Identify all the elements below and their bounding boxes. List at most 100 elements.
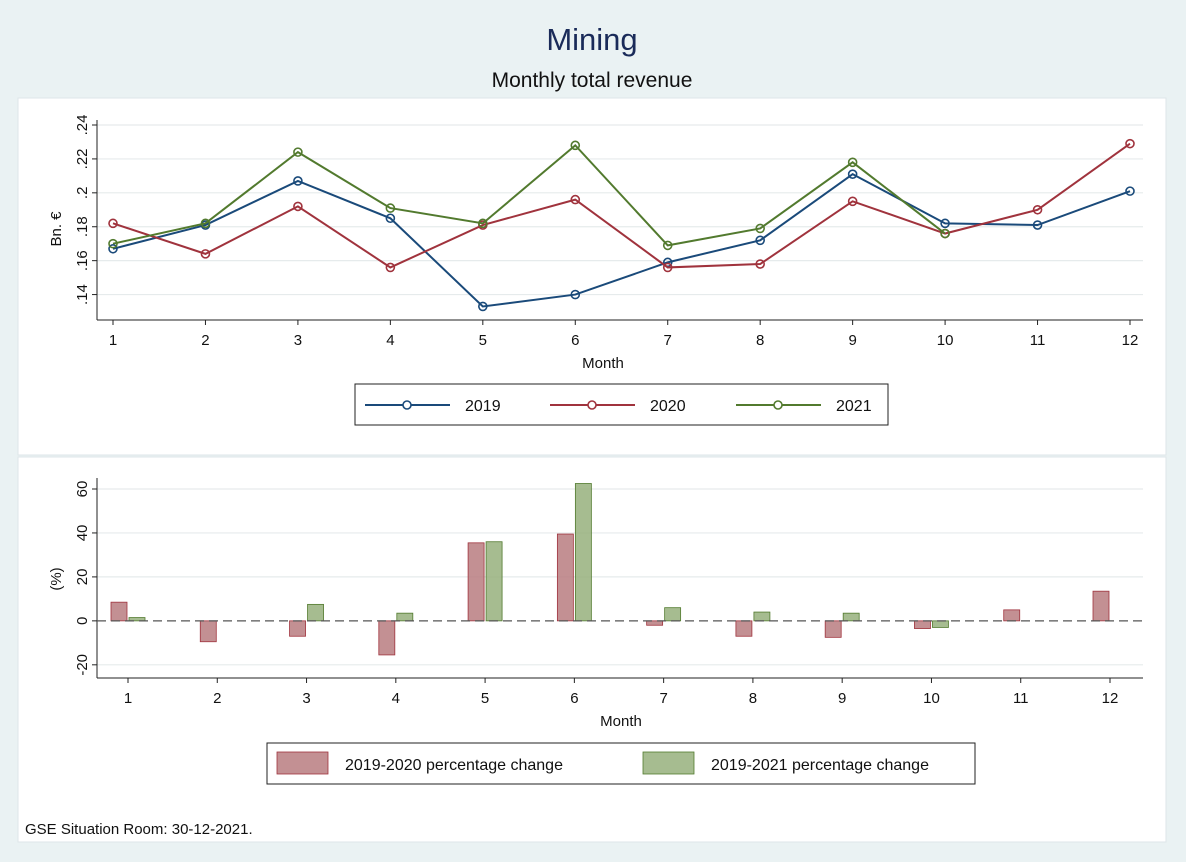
bar-2019-2020 <box>914 620 931 629</box>
bar-x-tick-label: 10 <box>923 690 940 707</box>
legend-swatch-2019-2020 <box>276 751 329 775</box>
footer-note: GSE Situation Room: 30-12-2021. <box>25 821 253 838</box>
bar-2019-2020 <box>110 601 128 622</box>
bar-x-tick-label: 5 <box>481 690 489 707</box>
line-y-tick-labels: .14 .16 .18 .2 .22 .24 <box>74 115 91 305</box>
data-point-2021 <box>570 140 581 151</box>
bar-x-tick-label: 11 <box>1013 690 1029 707</box>
line-x-tick-label: 4 <box>386 332 394 349</box>
line-x-axis-label: Month <box>582 355 624 372</box>
bar-y-tick-label: -20 <box>74 654 91 676</box>
bar-gridlines <box>97 488 1143 666</box>
line-y-tick-label: .2 <box>74 187 91 200</box>
data-point-2021 <box>755 223 765 234</box>
line-x-tick-labels: 1 2 3 4 5 6 7 8 9 10 11 12 <box>109 332 1139 349</box>
bar-series <box>97 483 1143 656</box>
data-point-2021 <box>847 157 858 168</box>
line-y-tick-label: .16 <box>74 250 91 271</box>
bar-2019-2021 <box>396 612 414 622</box>
bar-2019-2021 <box>932 620 949 628</box>
line-y-tick-label: .18 <box>74 216 91 237</box>
legend-label-2019: 2019 <box>465 398 501 415</box>
line-x-tick-label: 5 <box>479 332 487 349</box>
data-point-2021 <box>200 218 211 229</box>
line-x-tick-label: 2 <box>201 332 209 349</box>
data-point-2020 <box>662 262 673 273</box>
bar-y-tick-labels: -20 0 20 40 60 <box>74 481 91 676</box>
line-series <box>108 138 1135 312</box>
data-point-2019 <box>293 176 303 186</box>
line-x-tick-label: 8 <box>756 332 764 349</box>
data-point-2021 <box>940 228 950 239</box>
bar-x-tick-label: 1 <box>124 690 132 707</box>
bar-legend: 2019-2020 percentage change 2019-2021 per… <box>266 742 976 785</box>
bar-2019-2020 <box>467 542 485 622</box>
bar-legend-box <box>266 742 976 785</box>
bar-2019-2020 <box>1003 609 1021 622</box>
bar-2019-2021 <box>753 611 771 622</box>
line-y-tick-label: .14 <box>74 284 91 305</box>
line-x-tick-label: 11 <box>1030 332 1046 349</box>
line-x-tick-label: 7 <box>664 332 672 349</box>
line-x-tick-label: 6 <box>571 332 579 349</box>
bar-2019-2021 <box>842 612 860 622</box>
data-point-2019 <box>385 213 396 224</box>
data-point-2019 <box>478 301 488 312</box>
bar-2019-2021 <box>485 541 503 622</box>
bar-2019-2021 <box>574 483 592 622</box>
data-point-2019 <box>755 235 765 246</box>
chart-subtitle: Monthly total revenue <box>492 69 693 92</box>
line-x-tick-label: 1 <box>109 332 117 349</box>
bar-2019-2020 <box>378 620 396 656</box>
data-point-2019 <box>1032 220 1043 230</box>
bar-x-tick-labels: 1 2 3 4 5 6 7 8 9 10 11 12 <box>124 690 1119 707</box>
legend-marker-2020 <box>587 400 597 410</box>
bar-axes <box>92 478 1143 683</box>
bar-2019-2021 <box>307 603 324 622</box>
data-point-2020 <box>1125 138 1135 149</box>
data-point-2019 <box>108 243 118 254</box>
line-x-tick-label: 3 <box>294 332 302 349</box>
line-y-tick-label: .22 <box>74 148 91 169</box>
bar-2019-2020 <box>1092 590 1110 622</box>
data-point-2020 <box>570 194 581 205</box>
bar-y-tick-label: 40 <box>74 525 91 542</box>
data-point-2021 <box>662 240 673 251</box>
bar-x-axis-label: Month <box>600 713 642 730</box>
data-point-2019 <box>847 169 858 179</box>
chart-title: Mining <box>546 22 637 57</box>
line-legend: 2019 2020 2021 <box>354 383 889 426</box>
line-x-tick-label: 10 <box>937 332 954 349</box>
bar-x-tick-label: 4 <box>392 690 400 707</box>
line-y-tick-label: .24 <box>74 115 91 136</box>
legend-label-2020: 2020 <box>650 398 686 415</box>
legend-marker-2019 <box>402 400 412 410</box>
bar-x-tick-label: 12 <box>1102 690 1119 707</box>
bar-y-tick-label: 20 <box>74 569 91 586</box>
line-y-axis-label: Bn. € <box>48 211 65 247</box>
data-point-2021 <box>293 147 303 157</box>
bar-y-axis-label: (%) <box>48 567 65 590</box>
data-point-2019 <box>1125 186 1135 196</box>
data-point-2020 <box>755 259 765 269</box>
data-point-2020 <box>1032 204 1043 215</box>
bar-x-tick-label: 6 <box>570 690 578 707</box>
bar-x-tick-label: 3 <box>302 690 310 707</box>
bar-2019-2020 <box>646 620 664 626</box>
legend-label-2021: 2021 <box>836 398 872 415</box>
legend-label-2019-2020: 2019-2020 percentage change <box>345 757 563 774</box>
bar-2019-2020 <box>199 620 217 643</box>
line-panel: .14.16.18.2.22.24 1 2 3 4 5 6 7 8 9 10 11 12 Month … <box>17 97 1167 456</box>
series-line-2019 <box>112 172 1131 308</box>
data-point-2021 <box>385 203 396 213</box>
data-point-2020 <box>200 249 211 259</box>
bar-2019-2021 <box>128 617 146 622</box>
bar-x-tick-label: 9 <box>838 690 846 707</box>
data-point-2019 <box>940 218 950 229</box>
bar-y-tick-label: 0 <box>74 617 91 625</box>
bar-x-tick-label: 8 <box>749 690 757 707</box>
data-point-2020 <box>385 262 396 273</box>
series-line-2021 <box>112 143 946 247</box>
